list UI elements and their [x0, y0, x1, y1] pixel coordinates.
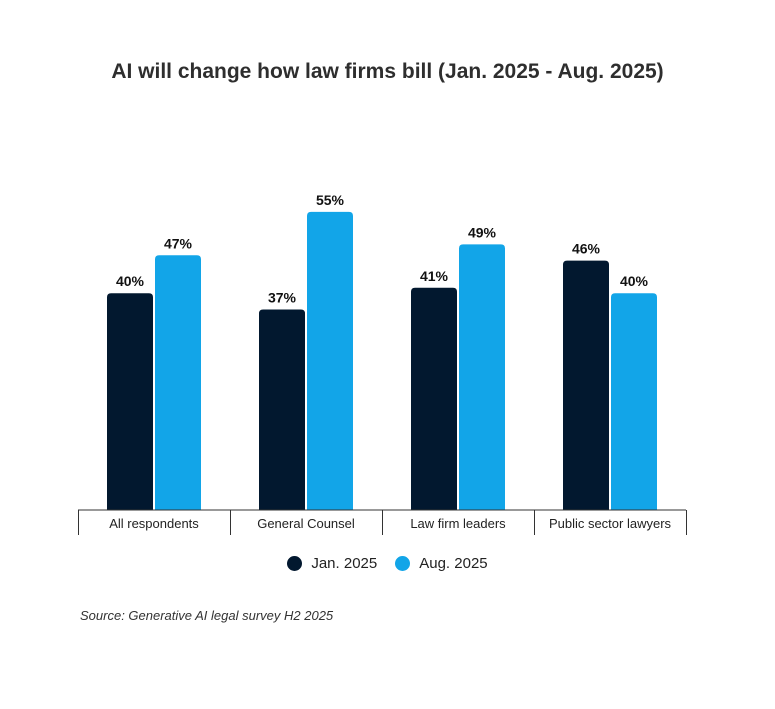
- x-tick-label: All respondents: [109, 516, 199, 531]
- data-label: 46%: [572, 241, 601, 257]
- data-label: 40%: [620, 273, 649, 289]
- legend-swatch-jan: [287, 556, 303, 571]
- legend-item-jan: Jan. 2025: [287, 555, 377, 572]
- data-label: 47%: [164, 235, 193, 251]
- x-tick-label: Public sector lawyers: [549, 516, 672, 531]
- data-label: 49%: [468, 224, 497, 240]
- bar: [155, 255, 201, 510]
- x-tick-label: Law firm leaders: [410, 516, 506, 531]
- data-label: 55%: [316, 192, 345, 208]
- legend-item-aug: Aug. 2025: [395, 555, 488, 572]
- bar: [563, 260, 609, 510]
- legend-label-jan: Jan. 2025: [311, 555, 378, 572]
- legend: Jan. 2025 Aug. 2025: [0, 555, 775, 572]
- data-label: 41%: [420, 268, 449, 284]
- source-note: Source: Generative AI legal survey H2 20…: [80, 608, 334, 623]
- legend-swatch-aug: [395, 556, 411, 571]
- x-tick-label: General Counsel: [257, 516, 355, 531]
- bar: [259, 309, 305, 510]
- bar: [459, 244, 505, 511]
- bar: [307, 211, 353, 510]
- data-label: 40%: [116, 273, 145, 289]
- bar: [411, 287, 457, 510]
- data-label: 37%: [268, 289, 297, 305]
- chart-title: AI will change how law firms bill (Jan. …: [111, 60, 664, 83]
- legend-label-aug: Aug. 2025: [419, 555, 488, 572]
- bar: [611, 293, 657, 510]
- bar: [107, 293, 153, 510]
